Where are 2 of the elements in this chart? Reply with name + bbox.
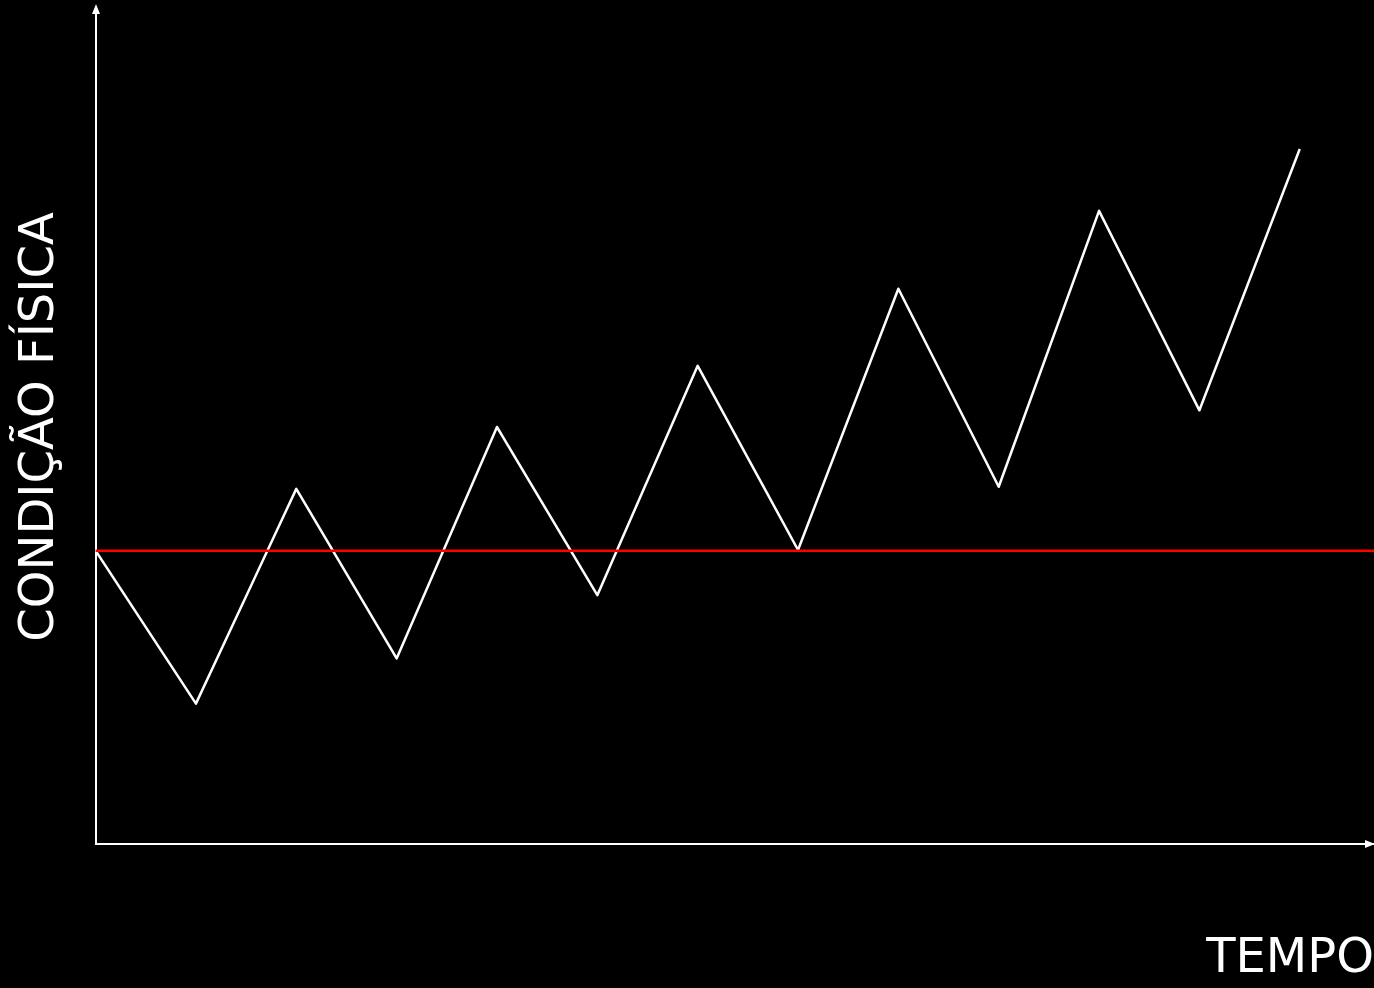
x-axis-title: TEMPO bbox=[1205, 926, 1374, 983]
y-axis-title: CONDIÇÃO FÍSICA bbox=[8, 212, 65, 642]
